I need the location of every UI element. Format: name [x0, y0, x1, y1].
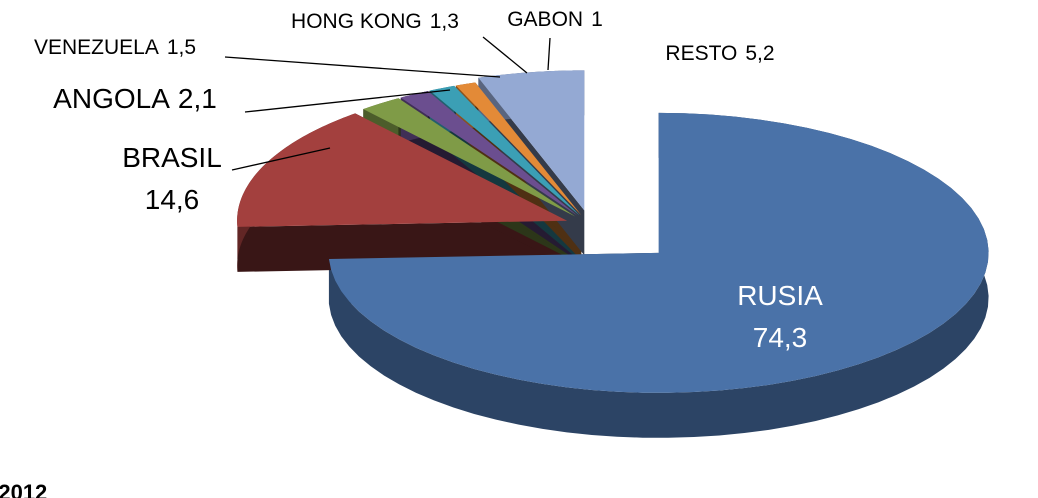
leader-line	[482, 36, 528, 74]
data-label: VENEZUELA 1,5	[34, 36, 196, 59]
slice	[429, 85, 580, 216]
leader-line	[231, 147, 331, 171]
leader-line	[547, 37, 551, 71]
category-label: HONG KONG	[291, 10, 422, 33]
value-label: 5,2	[745, 42, 774, 65]
data-label: GABON 1	[507, 8, 603, 31]
slice	[400, 91, 578, 216]
data-label: RESTO 5,2	[665, 42, 774, 65]
leader-line	[224, 56, 501, 78]
value-label: 74,3	[753, 322, 808, 353]
value-label: 1,3	[430, 10, 459, 33]
data-label: RUSIA 74,3	[737, 280, 823, 353]
category-label: RESTO	[665, 42, 737, 65]
data-label: HONG KONG 1,3	[291, 10, 459, 33]
slice	[455, 82, 582, 216]
category-label: RUSIA	[737, 280, 823, 311]
slice	[363, 98, 576, 217]
pie: RUSIA 74,3 BRASIL 14,6 ANGOLA 2,1 VENEZUELA 1,5…	[34, 8, 989, 438]
leader-line	[244, 89, 451, 113]
value-label: 14,6	[145, 184, 200, 215]
slice	[237, 113, 568, 227]
category-label: GABON	[507, 8, 583, 31]
value-label: 1,5	[167, 36, 196, 59]
data-label: ANGOLA 2,1	[53, 83, 217, 114]
note: a 2012	[0, 480, 47, 498]
slice	[328, 112, 989, 393]
data-label: BRASIL 14,6	[122, 142, 222, 215]
value-label: 1	[591, 8, 603, 31]
slice	[478, 70, 585, 211]
value-label: 2,1	[178, 83, 217, 114]
category-label: BRASIL	[122, 142, 222, 173]
category-label: ANGOLA	[53, 83, 170, 114]
category-label: VENEZUELA	[34, 36, 159, 59]
